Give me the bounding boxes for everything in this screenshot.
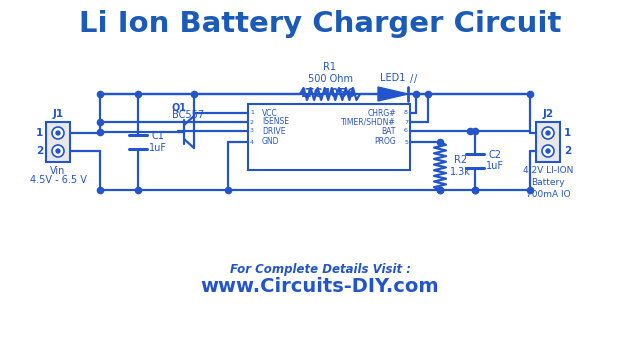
Text: Li Ion Battery Charger Circuit: Li Ion Battery Charger Circuit	[79, 10, 561, 38]
Circle shape	[546, 131, 550, 135]
Text: www.Circuits-DIY.com: www.Circuits-DIY.com	[201, 277, 439, 297]
Text: 3: 3	[250, 129, 254, 133]
Text: TIMER/SHDN#: TIMER/SHDN#	[341, 118, 396, 127]
Text: DRIVE: DRIVE	[262, 127, 285, 135]
Text: LTC4056: LTC4056	[301, 87, 356, 100]
FancyBboxPatch shape	[248, 104, 410, 170]
Text: CHRG#: CHRG#	[367, 108, 396, 118]
Text: 1: 1	[564, 128, 572, 138]
Circle shape	[52, 145, 64, 157]
Text: 4: 4	[250, 140, 254, 145]
Text: C1
1uF: C1 1uF	[149, 131, 167, 153]
Text: 4.5V - 6.5 V: 4.5V - 6.5 V	[29, 175, 86, 185]
Text: C2
1uF: C2 1uF	[486, 150, 504, 171]
Text: 1: 1	[36, 128, 43, 138]
Text: /: /	[410, 74, 413, 84]
Text: Q1: Q1	[172, 102, 187, 112]
Text: BC557: BC557	[172, 110, 204, 120]
Text: 1: 1	[250, 110, 254, 116]
Text: 7: 7	[404, 119, 408, 124]
Text: 2: 2	[250, 119, 254, 124]
Text: R2
1.3k: R2 1.3k	[450, 155, 471, 177]
Polygon shape	[378, 87, 408, 101]
Circle shape	[542, 145, 554, 157]
Circle shape	[546, 149, 550, 153]
Text: 4.2V LI-ION
Battery
700mA IO: 4.2V LI-ION Battery 700mA IO	[523, 166, 573, 199]
Text: BAT: BAT	[381, 127, 396, 135]
Text: Vin: Vin	[51, 166, 66, 176]
Circle shape	[52, 127, 64, 139]
Text: LED1: LED1	[380, 73, 406, 83]
Text: /: /	[414, 74, 417, 84]
Circle shape	[542, 127, 554, 139]
Text: 2: 2	[36, 146, 43, 156]
Text: PROG: PROG	[374, 137, 396, 146]
Text: ISENSE: ISENSE	[262, 118, 289, 127]
Text: VCC: VCC	[262, 108, 278, 118]
Text: J1: J1	[52, 109, 63, 119]
Text: 2: 2	[564, 146, 572, 156]
Text: For Complete Details Visit :: For Complete Details Visit :	[230, 263, 410, 276]
Circle shape	[56, 149, 60, 153]
Text: R1
500 Ohm: R1 500 Ohm	[307, 62, 353, 84]
Text: GND: GND	[262, 137, 280, 146]
Text: 5: 5	[404, 140, 408, 145]
Circle shape	[56, 131, 60, 135]
Text: 6: 6	[404, 129, 408, 133]
FancyBboxPatch shape	[46, 122, 70, 162]
Text: 8: 8	[404, 110, 408, 116]
FancyBboxPatch shape	[536, 122, 560, 162]
Text: J2: J2	[543, 109, 554, 119]
